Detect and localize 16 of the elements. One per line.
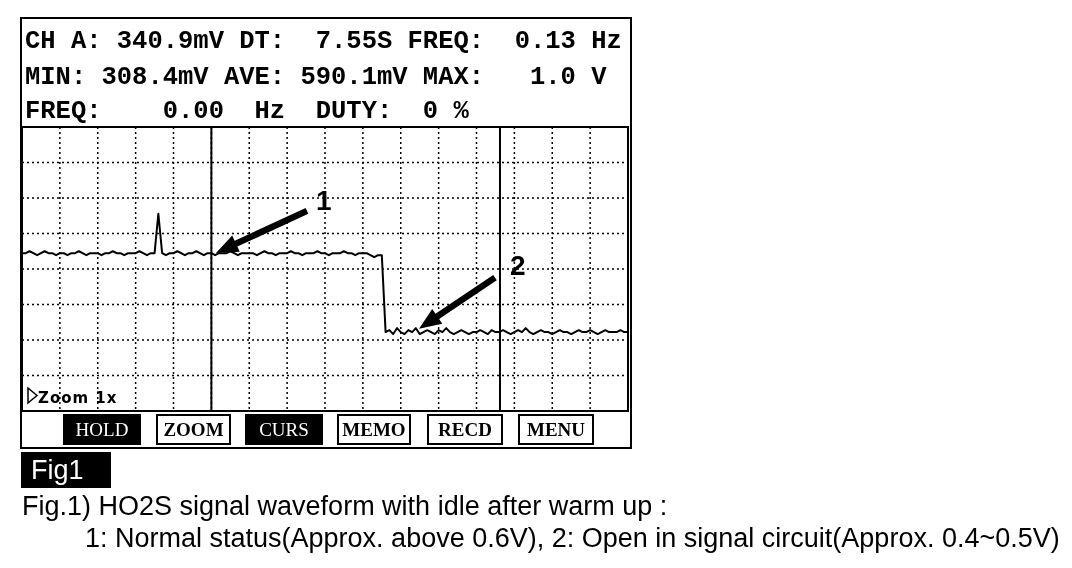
annotation: Zoom 1x bbox=[38, 389, 118, 407]
button: HOLD bbox=[63, 414, 141, 445]
caption: Fig.1) HO2S signal waveform with idle after warm up : bbox=[22, 491, 668, 521]
button: MEMO bbox=[337, 414, 411, 445]
button: CURS bbox=[245, 414, 323, 445]
label-tag: Fig1 bbox=[21, 452, 111, 488]
button: ZOOM bbox=[156, 414, 231, 445]
text: 1: Normal status(Approx. above 0.6V), 2: Open in signal circuit(Approx. 0.4~0.5V) bbox=[85, 523, 1060, 553]
button: MENU bbox=[518, 414, 594, 445]
caption: Fig1 bbox=[31, 454, 84, 485]
button: RECD bbox=[427, 414, 503, 445]
annotation: 1 bbox=[316, 185, 332, 216]
text: FREQ: 0.00 Hz DUTY: 0 % bbox=[25, 97, 469, 126]
annotation: 2 bbox=[510, 250, 526, 281]
text: CH A: 340.9mV DT: 7.55S FREQ: 0.13 Hz bbox=[25, 27, 622, 56]
text: MIN: 308.4mV AVE: 590.1mV MAX: 1.0 V bbox=[25, 63, 607, 92]
